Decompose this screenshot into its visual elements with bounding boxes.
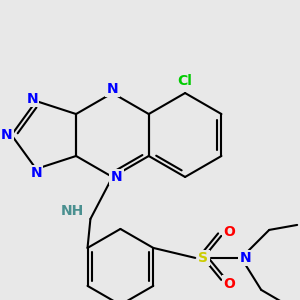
Text: N: N bbox=[1, 128, 12, 142]
Text: N: N bbox=[111, 170, 122, 184]
Text: N: N bbox=[26, 92, 38, 106]
Text: O: O bbox=[223, 225, 235, 239]
Text: S: S bbox=[198, 251, 208, 265]
Text: O: O bbox=[223, 277, 235, 291]
Text: N: N bbox=[239, 251, 251, 265]
Text: Cl: Cl bbox=[178, 74, 193, 88]
Text: N: N bbox=[106, 82, 118, 96]
Text: N: N bbox=[30, 166, 42, 180]
Text: NH: NH bbox=[61, 204, 84, 218]
